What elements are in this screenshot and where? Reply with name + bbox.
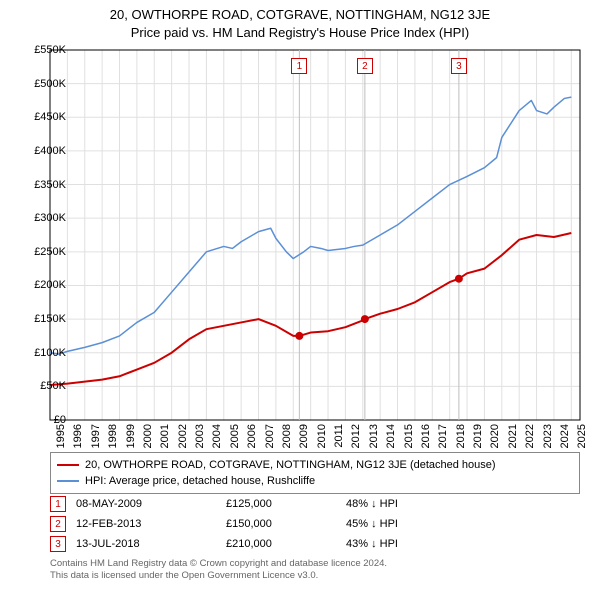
legend-item-hpi: HPI: Average price, detached house, Rush… [57, 473, 573, 489]
sale-date-1: 08-MAY-2009 [76, 498, 226, 510]
chart-marker-badge: 3 [451, 58, 467, 74]
sale-date-2: 12-FEB-2013 [76, 518, 226, 530]
footer: Contains HM Land Registry data © Crown c… [50, 558, 580, 582]
legend-label-2: HPI: Average price, detached house, Rush… [85, 473, 315, 489]
y-tick-label: £50K [18, 380, 66, 392]
legend-swatch-1 [57, 464, 79, 466]
sale-badge-2: 2 [50, 516, 66, 532]
y-tick-label: £400K [18, 145, 66, 157]
sales-table: 1 08-MAY-2009 £125,000 48% ↓ HPI 2 12-FE… [50, 494, 580, 554]
y-tick-label: £100K [18, 347, 66, 359]
chart-marker-badge: 1 [291, 58, 307, 74]
sale-badge-1: 1 [50, 496, 66, 512]
sale-date-3: 13-JUL-2018 [76, 538, 226, 550]
sale-badge-3: 3 [50, 536, 66, 552]
sale-row-2: 2 12-FEB-2013 £150,000 45% ↓ HPI [50, 514, 580, 534]
y-tick-label: £450K [18, 111, 66, 123]
legend: 20, OWTHORPE ROAD, COTGRAVE, NOTTINGHAM,… [50, 452, 580, 494]
y-tick-label: £250K [18, 246, 66, 258]
y-tick-label: £150K [18, 313, 66, 325]
y-tick-label: £500K [18, 78, 66, 90]
sale-price-3: £210,000 [226, 538, 346, 550]
sale-delta-3: 43% ↓ HPI [346, 538, 466, 550]
y-tick-label: £300K [18, 212, 66, 224]
chart-container: 20, OWTHORPE ROAD, COTGRAVE, NOTTINGHAM,… [0, 0, 600, 590]
legend-item-price-paid: 20, OWTHORPE ROAD, COTGRAVE, NOTTINGHAM,… [57, 457, 573, 473]
sale-delta-1: 48% ↓ HPI [346, 498, 466, 510]
y-tick-label: £350K [18, 179, 66, 191]
footer-line-2: This data is licensed under the Open Gov… [50, 570, 580, 582]
sale-price-1: £125,000 [226, 498, 346, 510]
sale-row-3: 3 13-JUL-2018 £210,000 43% ↓ HPI [50, 534, 580, 554]
footer-line-1: Contains HM Land Registry data © Crown c… [50, 558, 580, 570]
sale-price-2: £150,000 [226, 518, 346, 530]
legend-swatch-2 [57, 480, 79, 482]
sale-row-1: 1 08-MAY-2009 £125,000 48% ↓ HPI [50, 494, 580, 514]
y-tick-label: £550K [18, 44, 66, 56]
legend-label-1: 20, OWTHORPE ROAD, COTGRAVE, NOTTINGHAM,… [85, 457, 496, 473]
y-tick-label: £200K [18, 279, 66, 291]
sale-delta-2: 45% ↓ HPI [346, 518, 466, 530]
chart-marker-badge: 2 [357, 58, 373, 74]
